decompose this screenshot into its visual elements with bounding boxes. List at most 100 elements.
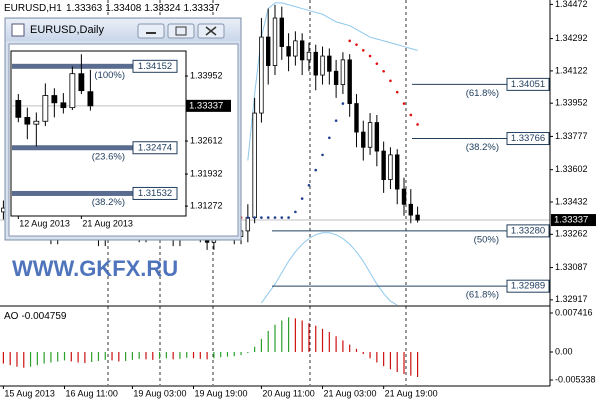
candle-body <box>60 102 67 109</box>
window-client <box>8 43 239 237</box>
candle-body <box>24 116 31 125</box>
inset-axis: 1.33952 1.32612 1.31932 1.31272 12 Aug 2013 2… <box>17 59 231 228</box>
candle-body <box>87 91 94 107</box>
candle-body <box>333 70 339 85</box>
sar-dot <box>300 197 304 200</box>
y-tick-label: 1.34292 <box>555 33 588 43</box>
inset-plot-border <box>10 50 187 217</box>
sar-dot <box>266 216 270 219</box>
sar-dot <box>280 216 284 219</box>
candle-body <box>374 122 380 152</box>
watermark: WWW.GKFX.RU <box>12 256 178 281</box>
y-tick-label: 0.007416 <box>555 307 593 317</box>
current-price: 1.33337 <box>554 215 588 226</box>
level-value: 1.32989 <box>511 281 545 292</box>
candle-body <box>320 55 325 76</box>
sar-dot <box>409 113 413 117</box>
candle-body <box>252 112 257 218</box>
sar-dot <box>416 123 419 126</box>
ao-header: AO -0.004759 <box>4 311 67 322</box>
y-tick-label: 1.33952 <box>555 98 588 108</box>
sar-dot <box>253 216 256 219</box>
candle-body <box>293 40 298 57</box>
level-bar <box>12 63 133 69</box>
y-tick-label: 1.32917 <box>555 294 588 304</box>
sar-dot <box>361 49 365 52</box>
x-tick-label: 12 Aug 2013 <box>19 218 70 228</box>
candle-body <box>381 150 386 180</box>
x-tick-label: 21 Aug 19:00 <box>385 388 438 398</box>
ao-title: AO <box>4 311 19 322</box>
current-price-box <box>551 214 596 227</box>
maximize-button[interactable] <box>167 23 195 39</box>
x-tick-label: 19 Aug 03:00 <box>133 388 186 398</box>
level-value: 1.31532 <box>138 188 172 199</box>
symbol: EURUSD,H1 <box>4 3 62 14</box>
y-tick-label: 1.31932 <box>190 168 223 178</box>
level-value: 1.34152 <box>138 61 172 72</box>
close: 1.33337 <box>184 3 221 14</box>
candle-body <box>361 131 366 148</box>
candle-body <box>272 17 278 66</box>
x-tick-label: 21 Aug 2013 <box>82 218 133 228</box>
level-label: (61.8%) <box>466 88 499 99</box>
sar-dot <box>375 62 379 65</box>
window-icon <box>11 23 25 37</box>
sar-dot <box>402 102 406 105</box>
sar-dot <box>389 79 392 83</box>
low: 1.33324 <box>144 3 181 14</box>
sar-dot <box>348 39 351 43</box>
candle-body <box>299 40 305 61</box>
candle-body <box>401 188 407 205</box>
candle-body <box>388 154 393 180</box>
y-tick-label: 1.32612 <box>190 135 223 145</box>
sar-dot <box>307 183 311 187</box>
open: 1.33363 <box>66 3 103 14</box>
level-box <box>132 141 178 155</box>
sar-dot <box>287 216 290 219</box>
level-value: 1.33280 <box>511 225 545 236</box>
candle-body <box>313 51 318 76</box>
candle-body <box>78 73 85 92</box>
x-tick-label: 21 Aug 03:00 <box>324 388 377 398</box>
sar-dot <box>260 216 263 219</box>
maximize-icon <box>175 26 187 36</box>
minimize-button[interactable] <box>137 23 165 39</box>
level-bar <box>12 145 133 151</box>
ao-plot <box>2 317 419 378</box>
y-tick-label: 1.33952 <box>190 70 223 80</box>
sar-dot <box>341 102 345 105</box>
ao-axis: 0.007416 0.00 -0.005338 <box>550 307 596 384</box>
sar-dot <box>395 90 399 94</box>
level-label: (100%) <box>94 70 125 81</box>
level-label: (23.6%) <box>92 151 125 162</box>
candle-body <box>395 154 400 190</box>
y-tick-label: -0.005338 <box>555 374 596 384</box>
level-box <box>506 224 550 238</box>
daily-window: EURUSD,Daily (100%) (23.6%) (38.2%) 1.3395… <box>4 17 242 241</box>
y-tick-label: 1.33602 <box>555 164 588 174</box>
sar-dot <box>294 210 297 214</box>
candle-body <box>69 73 76 109</box>
x-tick-label: 16 Aug 11:00 <box>66 388 118 398</box>
y-tick-label: 1.31272 <box>190 200 223 210</box>
y-tick-label: 1.33777 <box>555 131 588 141</box>
sar-dot <box>368 54 372 58</box>
level-bar <box>12 190 133 196</box>
candle-body <box>245 217 251 232</box>
y-tick-label: 1.33432 <box>555 196 588 206</box>
candle-body <box>347 59 352 104</box>
x-tick-label: 20 Aug 11:00 <box>262 388 314 398</box>
level-box <box>506 279 550 293</box>
candle-body <box>42 95 49 122</box>
x-tick-label: 19 Aug 19:00 <box>195 388 248 398</box>
level-label: (50%) <box>474 234 499 245</box>
x-tick-label: 15 Aug 2013 <box>4 388 55 398</box>
high: 1.33408 <box>105 3 142 14</box>
sar-dot <box>382 69 385 73</box>
candle-body <box>367 122 373 148</box>
level-label: (38.2%) <box>466 142 499 153</box>
y-tick-label: 1.33262 <box>555 229 588 239</box>
candle-body <box>354 103 359 133</box>
